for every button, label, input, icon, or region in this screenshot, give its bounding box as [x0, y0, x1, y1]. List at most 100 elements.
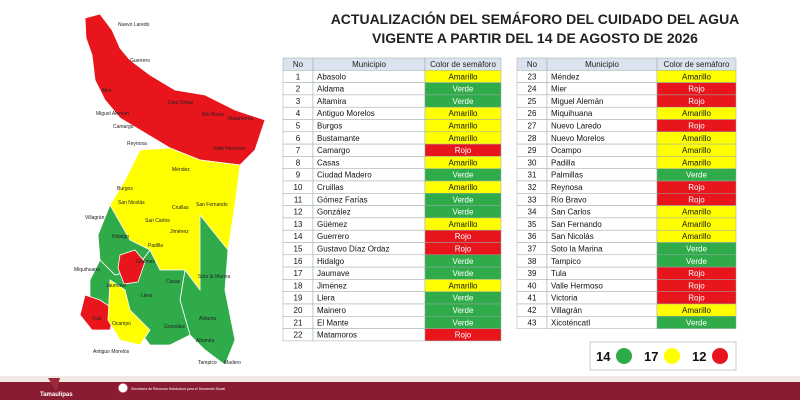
map-label: Ocampo	[112, 321, 131, 327]
municipio: Güémez	[317, 220, 347, 229]
status: Rojo	[688, 269, 705, 278]
map-label: Nuevo Laredo	[118, 22, 150, 28]
municipio: Casas	[317, 158, 340, 167]
row-number: 6	[296, 134, 301, 143]
municipio: Padilla	[551, 158, 576, 167]
map-label: San Fernando	[196, 202, 228, 208]
municipio: Cruillas	[317, 183, 344, 192]
row-number: 9	[296, 171, 301, 180]
row-number: 18	[294, 281, 303, 290]
status: Verde	[453, 294, 474, 303]
status: Amarillo	[682, 109, 711, 118]
title: VIGENTE A PARTIR DEL 14 DE AGOSTO DE 202…	[372, 30, 698, 46]
status: Verde	[453, 318, 474, 327]
row-number: 31	[528, 171, 537, 180]
municipio: Matamoros	[317, 331, 357, 340]
status: Amarillo	[682, 306, 711, 315]
row-number: 40	[528, 281, 537, 290]
municipio: Méndez	[551, 72, 579, 81]
municipio: Victoria	[551, 294, 578, 303]
row-number: 5	[296, 122, 301, 131]
row-number: 24	[528, 85, 537, 94]
map-label: Villagrán	[85, 215, 105, 221]
row-number: 1	[296, 72, 301, 81]
cell	[656, 316, 737, 329]
municipio: Villagrán	[551, 306, 582, 315]
municipio: Gómez Farías	[317, 195, 368, 204]
legend-count: 12	[692, 349, 706, 364]
status: Amarillo	[682, 146, 711, 155]
status: Verde	[453, 306, 474, 315]
region-north	[84, 13, 266, 166]
map-label: González	[164, 324, 186, 330]
header-text: No	[527, 60, 538, 69]
map-label: Güémez	[136, 259, 155, 265]
map-label: Padilla	[148, 243, 163, 249]
municipio: Abasolo	[317, 72, 346, 81]
status: Verde	[453, 208, 474, 217]
status: Verde	[686, 245, 707, 254]
municipio: Tula	[551, 269, 567, 278]
municipio: Nuevo Morelos	[551, 134, 605, 143]
region-victoria	[117, 249, 146, 285]
map-label: San Carlos	[145, 218, 170, 224]
row-number: 23	[528, 72, 537, 81]
municipio: Bustamante	[317, 134, 360, 143]
municipio: Antiguo Morelos	[317, 109, 375, 118]
status: Amarillo	[449, 158, 478, 167]
map-label: Burgos	[117, 186, 133, 192]
map-label: Casas	[166, 279, 181, 285]
municipio: Guerrero	[317, 232, 350, 241]
status: Rojo	[455, 245, 472, 254]
municipio: Mainero	[317, 306, 346, 315]
row-number: 30	[528, 158, 537, 167]
map-label: Méndez	[172, 167, 190, 173]
row-number: 21	[294, 318, 303, 327]
map	[79, 13, 266, 366]
row-number: 13	[294, 220, 303, 229]
map-label: Llera	[141, 293, 152, 299]
map-label: Río Bravo	[202, 112, 224, 118]
map-label: Aldama	[199, 316, 216, 322]
row-number: 17	[294, 269, 303, 278]
municipio: Miguel Alemán	[551, 97, 603, 106]
footer-strip	[0, 376, 800, 382]
municipio: Camargo	[317, 146, 350, 155]
municipio: Miquihuana	[551, 109, 593, 118]
row-number: 37	[528, 245, 537, 254]
status: Amarillo	[449, 122, 478, 131]
cell	[424, 328, 502, 342]
municipio: González	[317, 208, 351, 217]
municipio: Altamira	[317, 97, 347, 106]
map-label: Altamira	[196, 338, 215, 344]
status: Amarillo	[682, 72, 711, 81]
status: Verde	[686, 171, 707, 180]
row-number: 28	[528, 134, 537, 143]
status: Amarillo	[449, 220, 478, 229]
row-number: 11	[294, 195, 303, 204]
municipio: Jaumave	[317, 269, 350, 278]
status: Verde	[453, 269, 474, 278]
status: Rojo	[688, 122, 705, 131]
municipio: San Nicolás	[551, 232, 594, 241]
row-number: 33	[528, 195, 537, 204]
logo-mark	[48, 378, 60, 392]
status: Amarillo	[449, 281, 478, 290]
map-label: Jaumave	[106, 283, 127, 289]
status: Amarillo	[682, 220, 711, 229]
row-number: 4	[296, 109, 301, 118]
footer-band	[0, 382, 800, 400]
title: ACTUALIZACIÓN DEL SEMÁFORO DEL CUIDADO D…	[331, 10, 740, 27]
municipio: Llera	[317, 294, 335, 303]
municipio: Valle Hermoso	[551, 281, 603, 290]
municipio: Aldama	[317, 85, 345, 94]
row-number: 34	[528, 208, 537, 217]
map-label: Hidalgo	[112, 234, 129, 240]
map-label: Soto la Marina	[198, 274, 230, 280]
status: Verde	[453, 171, 474, 180]
legend-dot	[664, 348, 680, 364]
row-number: 8	[296, 158, 301, 167]
municipio: Mier	[551, 85, 567, 94]
row-number: 25	[528, 97, 537, 106]
